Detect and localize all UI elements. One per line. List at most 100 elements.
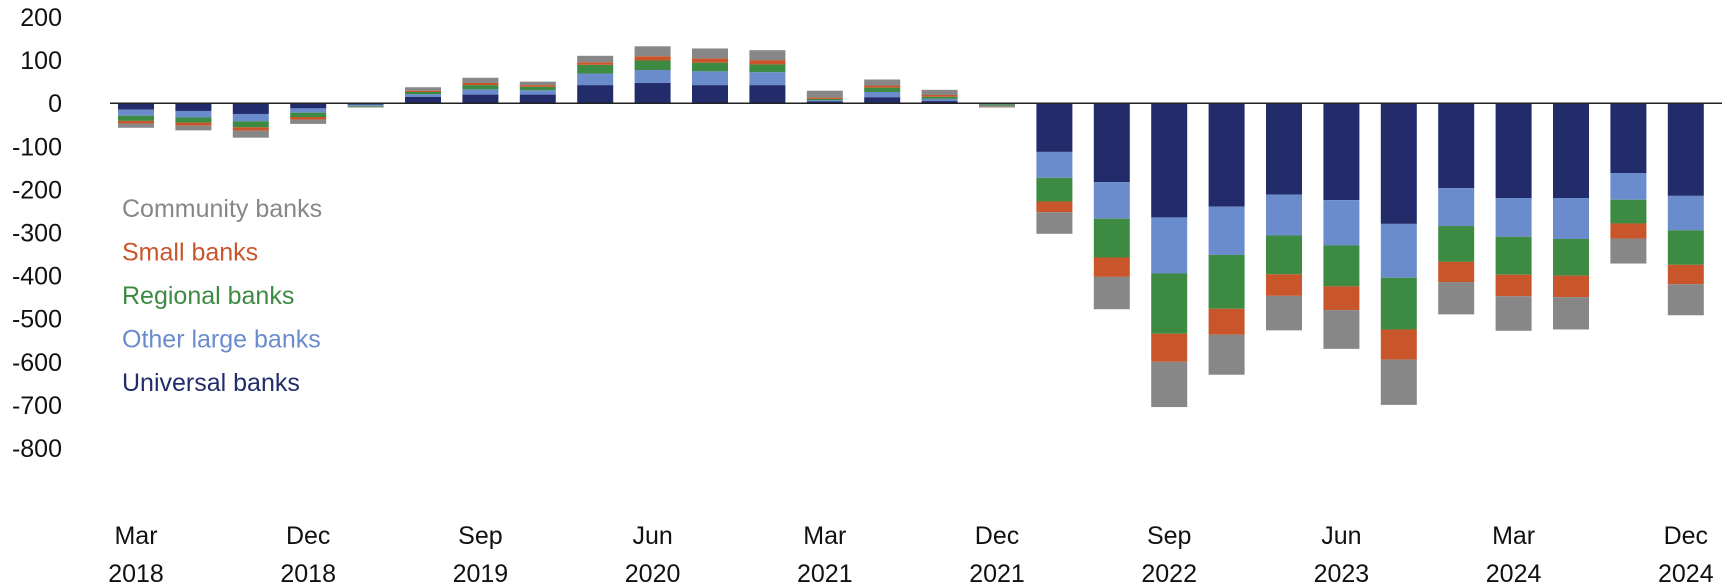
bar-segment: [921, 101, 958, 104]
bar-segment: [1151, 273, 1188, 334]
bar-segment: [1553, 103, 1589, 199]
x-tick-year: 2018: [108, 560, 164, 584]
bar-segment: [519, 85, 556, 87]
bar-segment: [290, 119, 327, 124]
bar-segment: [1553, 275, 1589, 298]
bar-segment: [1667, 230, 1704, 265]
bar-segment: [405, 96, 441, 104]
x-tick-year: 2022: [1141, 560, 1197, 584]
bar-segment: [577, 55, 614, 63]
bar-segment: [462, 82, 499, 86]
bar-segment: [519, 81, 556, 86]
bar-segment: [175, 110, 212, 118]
bar-segment: [232, 121, 269, 128]
bar-segment: [1036, 212, 1073, 234]
bar-segment: [1036, 151, 1073, 178]
bar-segment: [175, 103, 212, 111]
bar-segment: [405, 94, 441, 97]
bar-segment: [290, 103, 327, 109]
bar-segment: [232, 113, 269, 122]
bar-segment: [749, 50, 786, 61]
bar-segment: [921, 98, 958, 102]
bar-segment: [175, 117, 212, 123]
x-tick-month: Sep: [1147, 522, 1191, 550]
bar-segment: [1036, 177, 1073, 202]
bar-segment: [519, 94, 556, 104]
x-tick-month: Jun: [632, 522, 672, 550]
bar-segment: [1610, 173, 1647, 200]
bar-segment: [921, 96, 958, 99]
bar-segment: [1323, 310, 1360, 349]
bar-segment: [864, 79, 901, 86]
bar-segment: [1151, 217, 1188, 274]
x-tick-month: Dec: [975, 522, 1019, 550]
bar-segment: [864, 87, 901, 92]
bar-segment: [806, 100, 843, 102]
x-tick-year: 2018: [280, 560, 336, 584]
x-tick-month: Mar: [1492, 522, 1535, 550]
bar-segment: [1208, 308, 1245, 335]
bar-segment: [1667, 264, 1704, 285]
bar-segment: [519, 86, 556, 91]
bar-segment: [1266, 274, 1302, 296]
x-tick-month: Mar: [114, 522, 157, 550]
bar-segment: [232, 103, 269, 114]
bar-segment: [577, 85, 614, 104]
x-tick-year: 2024: [1658, 560, 1714, 584]
x-axis: Mar 2018 Dec 2018 Sep 2019 Jun 2020 Mar 2021 Dec 20…: [108, 522, 1714, 584]
bar-segment: [405, 87, 441, 91]
bar-segment: [1036, 201, 1073, 213]
legend-entry: Universal banks: [122, 369, 300, 397]
bar-segment: [1610, 199, 1647, 224]
bar-segment: [806, 97, 843, 99]
bar-segment: [118, 109, 154, 116]
bar-segment: [921, 95, 958, 97]
bar-segment: [290, 108, 327, 113]
x-tick-year: 2021: [969, 560, 1025, 584]
bar-segment: [864, 85, 901, 88]
x-tick-year: 2020: [625, 560, 681, 584]
bar-segment: [1323, 200, 1360, 246]
bar-segment: [1266, 103, 1302, 195]
legend-entry: Regional banks: [122, 282, 294, 310]
y-tick-label: -500: [12, 306, 62, 334]
y-tick-label: -400: [12, 263, 62, 291]
bar-segment: [462, 77, 499, 83]
bar-segment: [1093, 103, 1130, 183]
bar-segment: [290, 116, 327, 120]
bar-segment: [1036, 103, 1073, 152]
bar-segment: [1266, 235, 1302, 275]
bar-segment: [634, 60, 671, 71]
legend: Community banks Small banks Regional banks…: [122, 195, 322, 397]
bar-segment: [692, 62, 728, 72]
x-tick-year: 2021: [797, 560, 853, 584]
x-tick-year: 2023: [1314, 560, 1370, 584]
bar-segment: [118, 120, 154, 124]
bar-segment: [864, 97, 901, 104]
y-tick-label: -100: [12, 133, 62, 161]
y-tick-label: 0: [48, 90, 62, 118]
bar-segment: [864, 91, 901, 98]
bar-segment: [1667, 284, 1704, 316]
bar-segment: [979, 105, 1015, 107]
bar-segment: [634, 82, 671, 104]
bar-segment: [1208, 334, 1245, 375]
bar-segment: [1610, 238, 1647, 264]
bar-segment: [1208, 103, 1245, 207]
y-tick-label: 100: [20, 47, 62, 75]
bar-segment: [1553, 198, 1589, 239]
bar-segment: [692, 85, 728, 104]
bar-segment: [806, 101, 843, 104]
x-tick-year: 2019: [453, 560, 509, 584]
bar-segment: [806, 90, 843, 98]
bar-segment: [1380, 329, 1417, 360]
y-tick-label: -700: [12, 392, 62, 420]
bar-segment: [1266, 194, 1302, 236]
bar-segment: [1553, 238, 1589, 276]
bar-segment: [232, 130, 269, 138]
bar-segment: [1093, 182, 1130, 219]
bar-segment: [1667, 103, 1704, 196]
bar-segment: [749, 72, 786, 86]
bar-segment: [519, 90, 556, 95]
